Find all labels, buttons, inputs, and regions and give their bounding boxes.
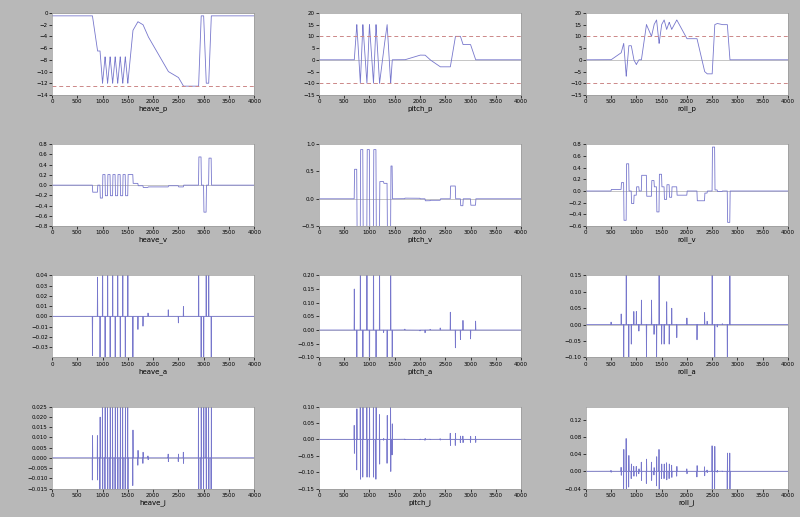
X-axis label: heave_a: heave_a [138,368,168,375]
X-axis label: roll_v: roll_v [678,237,696,244]
X-axis label: heave_p: heave_p [138,105,168,112]
X-axis label: pitch_j: pitch_j [409,499,431,506]
X-axis label: roll_p: roll_p [678,105,696,112]
X-axis label: roll_j: roll_j [678,499,695,506]
X-axis label: pitch_a: pitch_a [407,368,433,375]
X-axis label: heave_v: heave_v [138,237,167,244]
X-axis label: pitch_p: pitch_p [407,105,433,112]
X-axis label: pitch_v: pitch_v [407,237,433,244]
X-axis label: heave_j: heave_j [140,499,166,506]
X-axis label: roll_a: roll_a [678,368,696,375]
